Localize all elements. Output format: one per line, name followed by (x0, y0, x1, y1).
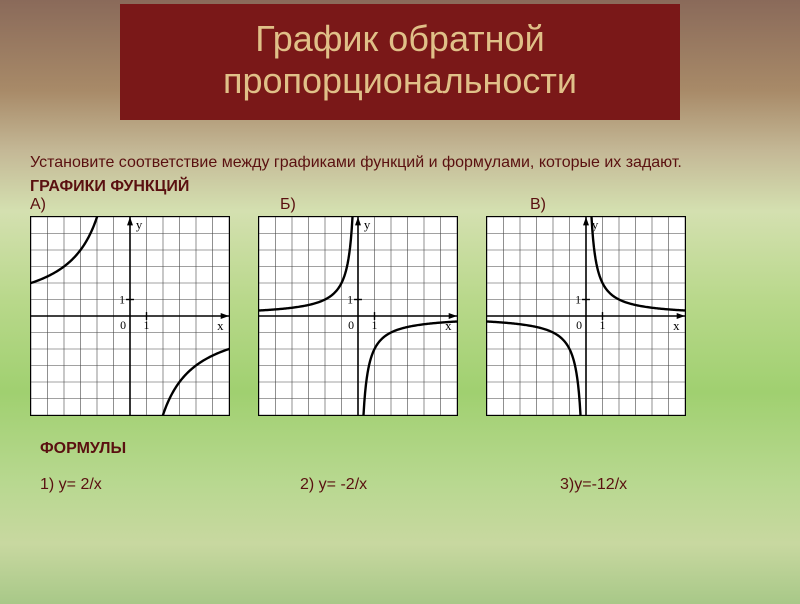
formulas-header: ФОРМУЛЫ (40, 440, 760, 458)
label-c: В) (530, 196, 546, 214)
instruction-text: Установите соответствие между графиками … (30, 152, 770, 174)
formula-3: 3)y=-12/x (560, 476, 627, 494)
label-b: Б) (280, 196, 530, 214)
title-banner: График обратной пропорциональности (120, 4, 680, 120)
svg-text:1: 1 (372, 318, 378, 332)
svg-text:y: y (364, 218, 371, 232)
graph-labels-row: А) Б) В) (30, 196, 770, 214)
svg-text:0: 0 (348, 318, 354, 332)
formula-1: 1) y= 2/x (40, 476, 300, 494)
svg-text:0: 0 (120, 318, 126, 332)
svg-text:y: y (136, 218, 143, 232)
charts-row: 0 1 1 y x 0 1 1 y x 0 1 1 y x (30, 216, 770, 416)
formula-2: 2) y= -2/x (300, 476, 560, 494)
formulas-row: 1) y= 2/x 2) y= -2/x 3)y=-12/x (40, 476, 760, 494)
chart-a: 0 1 1 y x (30, 216, 230, 416)
svg-text:1: 1 (347, 293, 353, 307)
svg-text:1: 1 (575, 293, 581, 307)
svg-text:x: x (673, 319, 680, 333)
svg-text:x: x (217, 319, 224, 333)
title-line-1: График обратной (140, 18, 660, 60)
title-line-2: пропорциональности (140, 60, 660, 102)
svg-text:0: 0 (576, 318, 582, 332)
chart-c: 011yx (486, 216, 686, 416)
svg-text:1: 1 (144, 318, 150, 332)
svg-text:1: 1 (600, 318, 606, 332)
label-a: А) (30, 196, 280, 214)
svg-text:1: 1 (119, 293, 125, 307)
chart-b: 011yx (258, 216, 458, 416)
graphs-header: ГРАФИКИ ФУНКЦИЙ (30, 178, 770, 196)
